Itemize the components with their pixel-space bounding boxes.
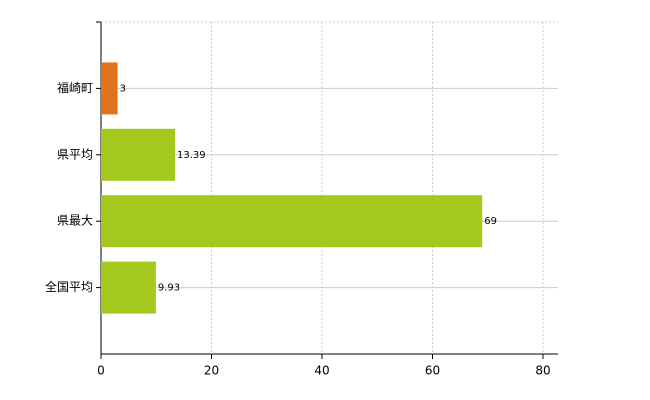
y-tick-label: 福崎町 [57,80,93,95]
x-tick-label: 60 [425,364,440,378]
bar [101,195,483,248]
y-tick-label: 全国平均 [45,279,93,294]
y-tick-label: 県最大 [57,214,93,228]
bar [101,261,156,314]
value-label: 3 [120,83,126,94]
x-tick-label: 40 [314,364,329,378]
value-label: 69 [484,216,497,227]
bar [101,62,118,115]
value-label: 13.39 [177,150,206,161]
x-tick-label: 0 [97,364,105,378]
x-tick-label: 80 [535,364,550,378]
y-tick-label: 県平均 [57,147,93,161]
bar [101,128,175,181]
value-label: 9.93 [158,283,180,294]
x-tick-label: 20 [204,364,219,378]
